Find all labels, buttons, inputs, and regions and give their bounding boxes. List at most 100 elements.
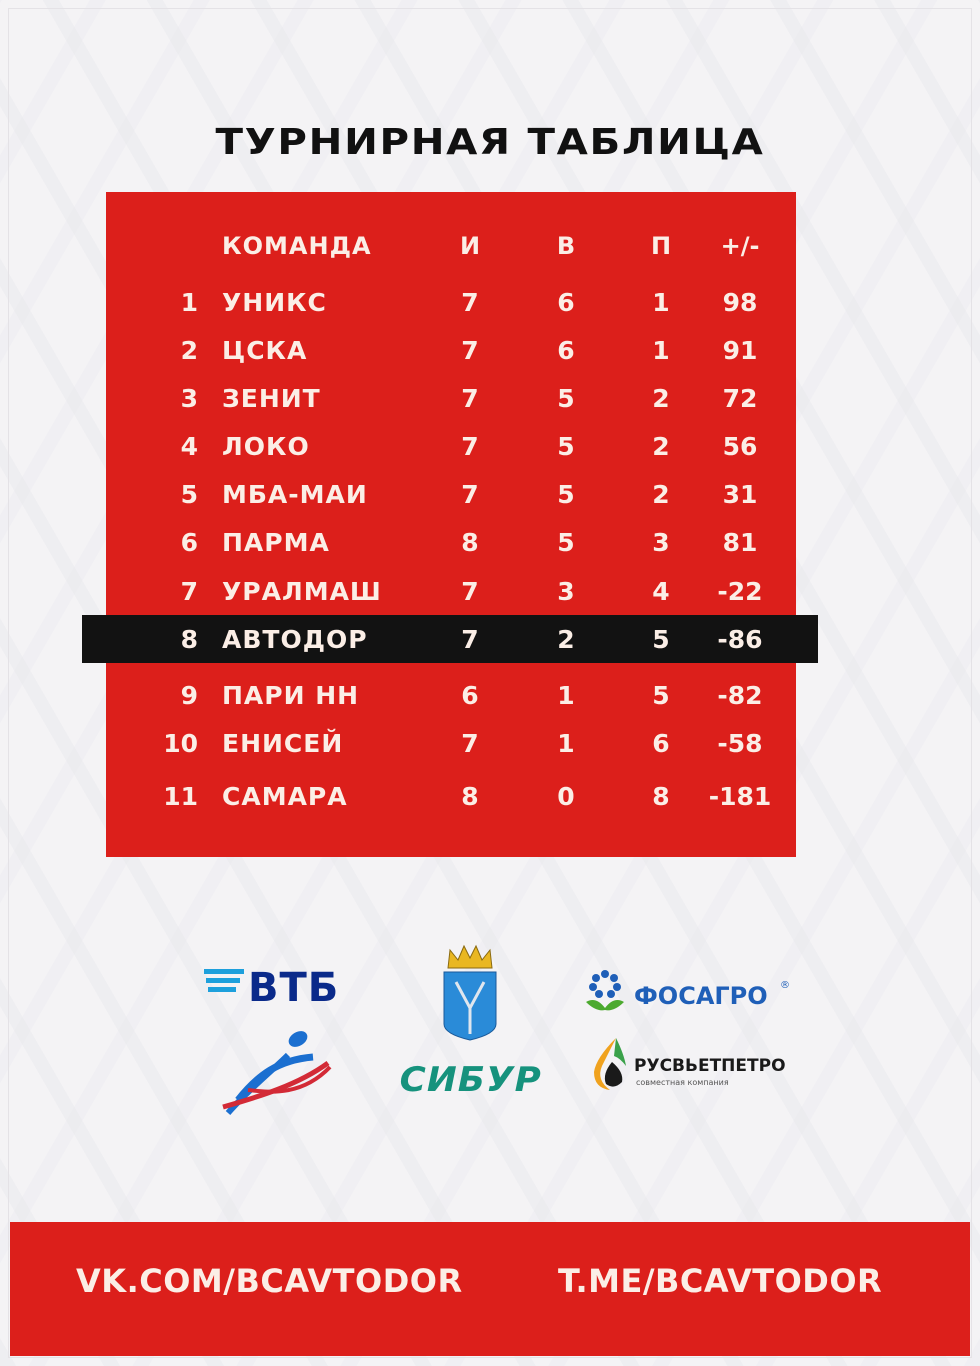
losses-cell: 5 (652, 624, 670, 654)
losses-cell: 1 (652, 335, 670, 365)
rank-cell: 4 (180, 431, 198, 461)
team-cell: УНИКС (222, 287, 327, 317)
games-cell: 7 (461, 287, 479, 317)
table-row: 9 ПАРИ НН 6 1 5 -82 (0, 671, 980, 719)
registered-mark: ® (780, 980, 790, 991)
rank-cell: 3 (180, 383, 198, 413)
games-cell: 7 (461, 576, 479, 606)
diff-cell: 91 (722, 335, 758, 365)
rank-cell: 8 (180, 624, 198, 654)
team-cell: УРАЛМАШ (222, 576, 382, 606)
table-row: 10 ЕНИСЕЙ 7 1 6 -58 (0, 719, 980, 767)
rusvietpetro-subtitle: совместная компания (636, 1078, 729, 1087)
wins-cell: 3 (557, 576, 575, 606)
table-row: 3 ЗЕНИТ 7 5 2 72 (0, 374, 980, 422)
rank-cell: 9 (180, 680, 198, 710)
wins-cell: 0 (557, 781, 575, 811)
team-cell: АВТОДОР (222, 624, 368, 654)
rank-cell: 1 (180, 287, 198, 317)
header-losses: П (650, 232, 672, 260)
team-cell: ПАРМА (222, 527, 330, 557)
losses-cell: 1 (652, 287, 670, 317)
diff-cell: -22 (717, 576, 763, 606)
table-row: 2 ЦСКА 7 6 1 91 (0, 326, 980, 374)
footer-banner (10, 1222, 970, 1356)
diff-cell: 98 (722, 287, 758, 317)
table-row: 5 МБА-МАИ 7 5 2 31 (0, 470, 980, 518)
diff-cell: 72 (722, 383, 758, 413)
table-row: 6 ПАРМА 8 5 3 81 (0, 518, 980, 566)
wins-cell: 6 (557, 287, 575, 317)
games-cell: 7 (461, 624, 479, 654)
diff-cell: -82 (717, 680, 763, 710)
rank-cell: 10 (163, 728, 198, 758)
basketball-federation-icon (222, 1031, 332, 1115)
diff-cell: -181 (708, 781, 772, 811)
phosagro-flower-icon (586, 970, 624, 1011)
vk-link[interactable]: VK.COM/BCAVTODOR (76, 1262, 463, 1300)
vtb-logo: ВТБ (204, 965, 338, 1011)
team-cell: МБА-МАИ (222, 479, 368, 509)
losses-cell: 2 (652, 479, 670, 509)
team-cell: ЕНИСЕЙ (222, 728, 344, 758)
rank-cell: 6 (180, 527, 198, 557)
games-cell: 7 (461, 431, 479, 461)
table-row: 1 УНИКС 7 6 1 98 (0, 278, 980, 326)
wins-cell: 1 (557, 728, 575, 758)
wins-cell: 5 (557, 383, 575, 413)
games-cell: 7 (461, 335, 479, 365)
table-row: 11 САМАРА 8 0 8 -181 (0, 772, 980, 820)
page-border (8, 8, 972, 1358)
oil-drop-icon (594, 1038, 626, 1090)
vtb-text: ВТБ (248, 965, 340, 1011)
team-cell: САМАРА (222, 781, 348, 811)
team-cell: ПАРИ НН (222, 680, 360, 710)
table-row: 4 ЛОКО 7 5 2 56 (0, 422, 980, 470)
team-cell: ЗЕНИТ (222, 383, 321, 413)
wins-cell: 5 (557, 527, 575, 557)
table-row-highlighted: 8 АВТОДОР 7 2 5 -86 (82, 615, 818, 663)
losses-cell: 8 (652, 781, 670, 811)
header-diff: +/- (720, 232, 760, 260)
diff-cell: -86 (717, 624, 763, 654)
vtb-bars-icon (204, 965, 244, 992)
rank-cell: 5 (180, 479, 198, 509)
games-cell: 7 (461, 728, 479, 758)
losses-cell: 2 (652, 383, 670, 413)
diff-cell: 56 (722, 431, 758, 461)
diff-cell: 31 (722, 479, 758, 509)
games-cell: 7 (461, 383, 479, 413)
losses-cell: 2 (652, 431, 670, 461)
games-cell: 7 (461, 479, 479, 509)
telegram-link[interactable]: T.ME/BCAVTODOR (558, 1262, 883, 1300)
standings-table-panel (106, 192, 796, 857)
games-cell: 6 (461, 680, 479, 710)
rank-cell: 7 (180, 576, 198, 606)
rusvietpetro-text: РУСВЬЕТПЕТРО (634, 1056, 786, 1076)
losses-cell: 6 (652, 728, 670, 758)
wins-cell: 5 (557, 479, 575, 509)
phosagro-text: ФОСАГРО (634, 982, 768, 1010)
header-wins: В (556, 232, 576, 260)
games-cell: 8 (461, 527, 479, 557)
page-title: ТУРНИРНАЯ ТАБЛИЦА (215, 122, 765, 163)
team-cell: ЛОКО (222, 431, 310, 461)
table-header: КОМАНДА И В П +/- (0, 222, 980, 270)
rank-cell: 2 (180, 335, 198, 365)
diff-cell: -58 (717, 728, 763, 758)
losses-cell: 4 (652, 576, 670, 606)
sibur-logo: СИБУР (399, 1060, 542, 1100)
losses-cell: 3 (652, 527, 670, 557)
wins-cell: 6 (557, 335, 575, 365)
rank-cell: 11 (163, 781, 198, 811)
wins-cell: 2 (557, 624, 575, 654)
diff-cell: 81 (722, 527, 758, 557)
wins-cell: 1 (557, 680, 575, 710)
wins-cell: 5 (557, 431, 575, 461)
header-team: КОМАНДА (222, 232, 372, 260)
header-games: И (459, 232, 481, 260)
games-cell: 8 (461, 781, 479, 811)
team-cell: ЦСКА (222, 335, 308, 365)
table-row: 7 УРАЛМАШ 7 3 4 -22 (0, 567, 980, 615)
losses-cell: 5 (652, 680, 670, 710)
